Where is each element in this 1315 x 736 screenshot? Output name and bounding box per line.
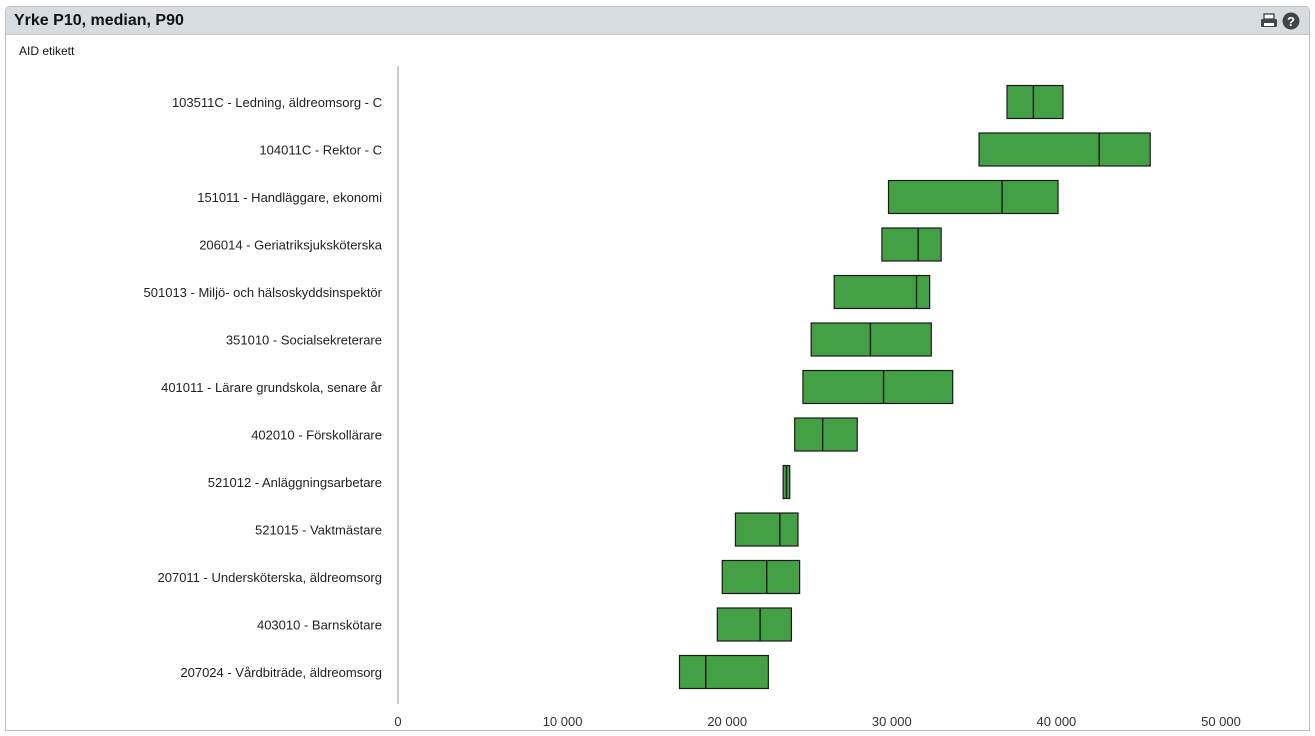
category-label: 207011 - Undersköterska, äldreomsorg <box>158 570 383 585</box>
p10-p90-bar <box>810 322 932 357</box>
p10-p90-bar <box>978 132 1151 167</box>
help-icon[interactable]: ? <box>1281 11 1301 31</box>
x-tick-label: 50 000 <box>1201 714 1241 729</box>
category-label: 521015 - Vaktmästare <box>255 523 382 538</box>
chart-panel: Yrke P10, median, P90 ? AID etikett 0 10 … <box>5 6 1310 731</box>
category-label: 207024 - Vårdbiträde, äldreomsorg <box>180 665 382 680</box>
category-label: 206014 - Geriatriksjuksköterska <box>199 238 383 253</box>
category-label: 501013 - Miljö- och hälsoskyddsinspektör <box>144 285 383 300</box>
p10-p90-bar <box>716 607 792 642</box>
x-tick-label: 30 000 <box>872 714 912 729</box>
p10-p90-bar <box>1006 84 1064 120</box>
y-axis-caption: AID etikett <box>19 44 75 58</box>
p10-p90-bar <box>887 179 1059 215</box>
panel-header: Yrke P10, median, P90 ? <box>6 7 1309 35</box>
chart-area: 0 10 000 20 000 30 000 40 000 50 000 103511C -… <box>6 36 1309 731</box>
p10-p90-bar <box>881 227 942 262</box>
svg-text:?: ? <box>1287 14 1295 29</box>
category-label: 103511C - Ledning, äldreomsorg - C <box>172 95 382 110</box>
category-label: 402010 - Förskollärare <box>251 428 382 443</box>
p10-p90-bar <box>678 654 769 690</box>
category-label: 104011C - Rektor - C <box>259 143 382 158</box>
x-tick-label: 20 000 <box>707 714 747 729</box>
x-tick-label: 0 <box>394 714 401 729</box>
category-label: 521012 - Anläggningsarbetare <box>208 475 382 490</box>
p10-p90-bar <box>794 417 858 452</box>
panel-tools: ? <box>1259 11 1301 31</box>
p10-p90-bar <box>721 559 801 595</box>
category-label: 351010 - Socialsekreterare <box>226 333 382 348</box>
p10-p90-bar <box>734 512 799 547</box>
x-tick-label: 10 000 <box>543 714 583 729</box>
category-label: 403010 - Barnskötare <box>257 618 382 633</box>
box-chart: 0 10 000 20 000 30 000 40 000 50 000 103511C -… <box>144 66 1241 729</box>
p10-p90-bar <box>833 274 931 310</box>
panel-title: Yrke P10, median, P90 <box>14 11 184 29</box>
category-label: 401011 - Lärare grundskola, senare år <box>161 380 383 395</box>
p10-p90-bar <box>802 369 954 405</box>
printer-icon[interactable] <box>1259 11 1279 31</box>
category-label: 151011 - Handläggare, ekonomi <box>197 190 382 205</box>
x-tick-label: 40 000 <box>1037 714 1077 729</box>
